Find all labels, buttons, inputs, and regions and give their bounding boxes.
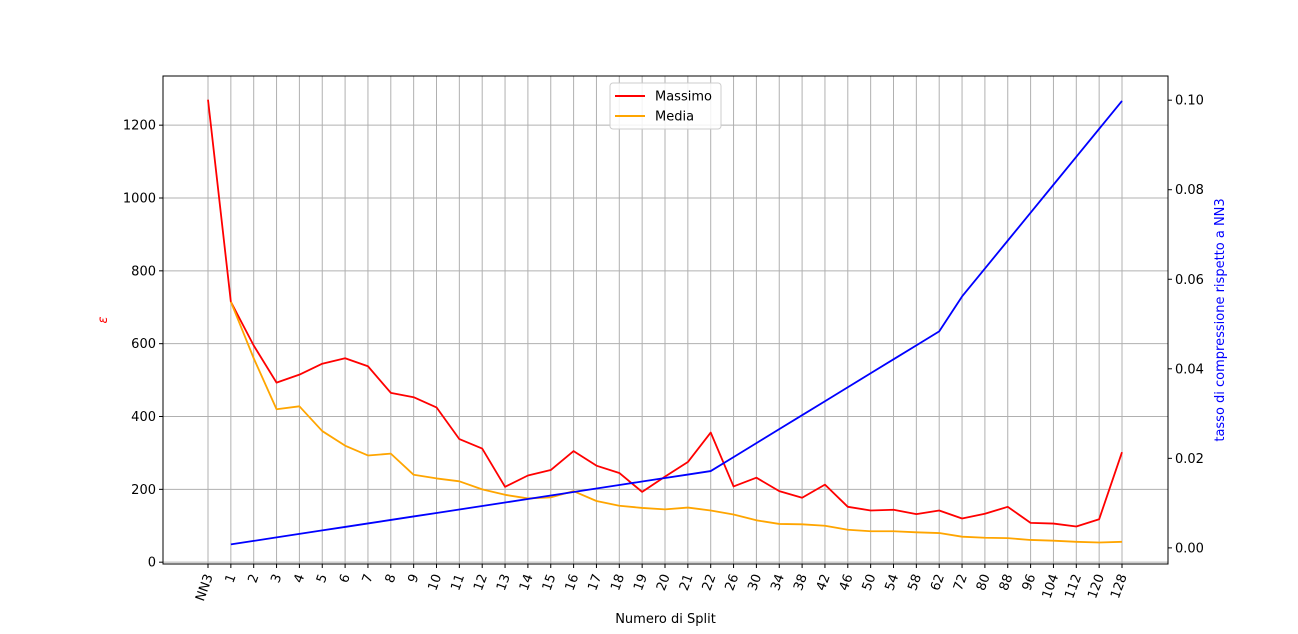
x-tick-label: 21 [677,572,697,593]
x-tick-label: 112 [1062,572,1085,600]
y-tick-label: 1200 [123,119,156,134]
y-axis-title: ε [96,316,111,323]
x-tick-label: 5 [314,572,331,585]
y2-tick-label: 0.02 [1175,452,1204,467]
grid [163,76,1168,564]
x-tick-label: 50 [860,572,880,593]
y2-tick-label: 0.04 [1175,362,1204,377]
legend-box [609,82,722,130]
left-axis: 0 200 400 600 800 1000 1200 [123,119,163,571]
y-tick-label: 800 [131,264,156,279]
legend-label-media: Media [655,110,694,125]
x-tick-label: 96 [1020,572,1040,593]
x-tick-label: 11 [448,572,468,593]
y2-tick-label: 0.06 [1175,273,1204,288]
x-tick-label: 72 [951,572,971,593]
x-tick-label: 88 [997,572,1017,593]
x-tick-label: 22 [700,572,720,593]
y-tick-label: 600 [131,337,156,352]
x-tick-label: 104 [1040,572,1063,600]
x-tick-label: NN3 [193,572,217,603]
x-tick-label: 58 [905,572,925,593]
y-tick-label: 0 [148,556,156,571]
x-tick-label: 62 [928,572,948,593]
y2-tick-label: 0.10 [1175,94,1204,109]
x-tick-label: 26 [723,572,743,593]
y-tick-label: 1000 [123,192,156,207]
legend: Massimo Media [609,82,722,130]
y2-tick-label: 0.08 [1175,183,1204,198]
x-tick-label: 14 [517,572,537,593]
x-tick-label: 6 [337,572,354,585]
x-tick-label: 1 [223,572,240,585]
x-tick-label: 9 [405,572,422,585]
x-axis: NN3 1 2 3 4 5 6 7 8 9 10 11 12 13 14 15 16 17 18 19 20 21 22 26… [193,564,1131,603]
x-tick-label: 10 [426,572,446,593]
x-tick-label: 18 [608,572,628,593]
y-tick-label: 400 [131,410,156,425]
legend-label-massimo: Massimo [655,90,712,105]
x-tick-label: 20 [654,572,674,593]
right-axis: 0.00 0.02 0.04 0.06 0.08 0.10 [1168,94,1204,556]
x-tick-label: 120 [1085,572,1108,600]
x-tick-label: 16 [563,572,583,593]
x-tick-label: 128 [1108,572,1131,600]
x-tick-label: 19 [631,572,651,593]
y2-tick-label: 0.00 [1175,541,1204,556]
series-line-massimo [207,99,1123,528]
x-tick-label: 17 [585,572,605,593]
x-tick-label: 7 [360,572,377,585]
series-line-media [230,301,1123,544]
x-tick-label: 46 [837,572,857,593]
x-axis-title: Numero di Split [615,612,716,627]
x-tick-label: 3 [268,572,285,585]
x-tick-label: 38 [791,572,811,593]
x-tick-label: 2 [246,572,263,585]
x-tick-label: 4 [291,572,308,585]
x-tick-label: 8 [383,572,400,585]
x-tick-label: 42 [814,572,834,593]
x-tick-label: 15 [540,572,560,593]
x-tick-label: 13 [494,572,514,593]
x-tick-label: 12 [471,572,491,593]
series-line-compression-rate [230,100,1123,546]
x-tick-label: 30 [745,572,765,593]
x-tick-label: 80 [974,572,994,593]
x-tick-label: 34 [768,572,788,593]
series-layer [207,99,1123,546]
y2-axis-title: tasso di compressione rispetto a NN3 [1213,198,1228,441]
x-tick-label: 54 [883,572,903,593]
y-tick-label: 200 [131,483,156,498]
